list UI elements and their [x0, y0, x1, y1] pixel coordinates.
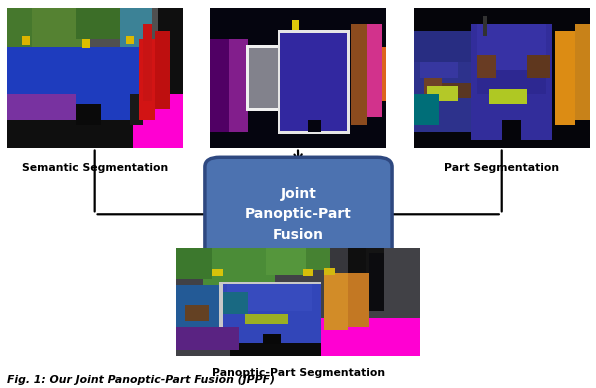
- FancyBboxPatch shape: [205, 157, 392, 271]
- Text: Part Segmentation: Part Segmentation: [444, 163, 559, 173]
- Text: Fig. 1: Our Joint Panoptic-Part Fusion (JPPF): Fig. 1: Our Joint Panoptic-Part Fusion (…: [7, 375, 275, 385]
- Text: Joint
Panoptic-Part
Fusion: Joint Panoptic-Part Fusion: [245, 187, 352, 242]
- Text: Semantic Segmentation: Semantic Segmentation: [21, 163, 168, 173]
- Text: Instance Segmentation: Instance Segmentation: [227, 163, 369, 173]
- Text: Panoptic-Part Segmentation: Panoptic-Part Segmentation: [212, 368, 385, 378]
